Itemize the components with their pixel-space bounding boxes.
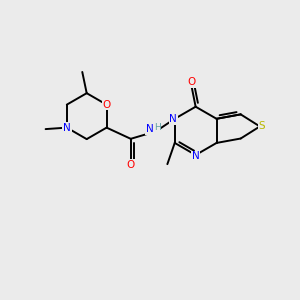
Text: N: N — [147, 123, 154, 133]
Text: O: O — [103, 100, 111, 110]
Text: O: O — [127, 160, 135, 170]
Text: N: N — [192, 152, 200, 161]
Text: N: N — [63, 123, 71, 133]
Text: N: N — [169, 114, 177, 124]
Text: N: N — [146, 124, 154, 134]
Text: S: S — [259, 122, 266, 131]
Text: H: H — [154, 122, 160, 131]
Text: H: H — [152, 123, 159, 133]
Text: O: O — [187, 77, 195, 87]
